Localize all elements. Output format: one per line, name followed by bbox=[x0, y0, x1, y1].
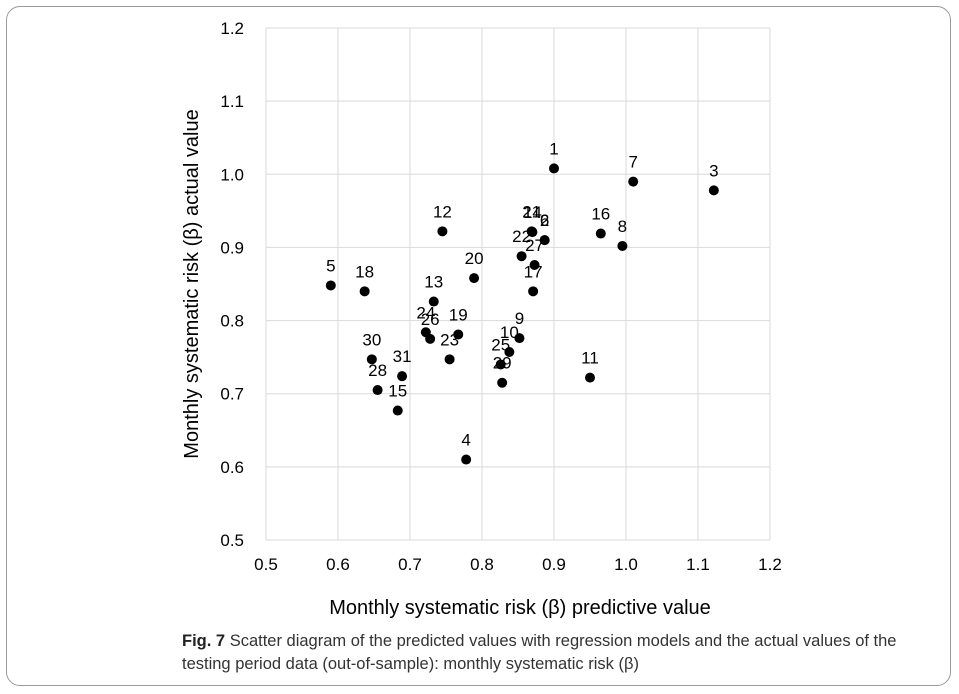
data-point-28 bbox=[372, 385, 383, 396]
data-point-11 bbox=[585, 372, 595, 383]
figure-frame bbox=[6, 6, 951, 686]
data-point-23 bbox=[444, 354, 455, 365]
data-label-20: 20 bbox=[465, 249, 484, 268]
data-point-12 bbox=[437, 226, 448, 237]
y-axis-label: Monthly systematic risk (β) actual value bbox=[181, 109, 203, 458]
data-point-16 bbox=[595, 228, 606, 239]
data-label-11: 11 bbox=[581, 349, 599, 368]
data-label-2: 2 bbox=[540, 211, 549, 230]
data-label-30: 30 bbox=[362, 330, 381, 349]
data-label-15: 15 bbox=[388, 382, 407, 401]
data-point-8 bbox=[617, 240, 628, 251]
data-point-17 bbox=[528, 286, 539, 297]
data-point-13 bbox=[428, 296, 439, 307]
figure-number: Fig. 7 bbox=[182, 632, 226, 650]
y-tick-label: 1.0 bbox=[220, 165, 244, 184]
data-label-25: 25 bbox=[491, 335, 510, 354]
data-point-18 bbox=[359, 286, 370, 297]
data-label-17: 17 bbox=[524, 262, 543, 281]
x-tick-labels: 0.5 0.6 0.7 0.8 0.9 1.0 1.1 1.2 bbox=[254, 555, 782, 574]
point-labels: 1234567891011121314151617181920212223242… bbox=[326, 139, 719, 449]
y-tick-label: 0.5 bbox=[220, 531, 244, 550]
data-points bbox=[325, 163, 719, 465]
data-label-4: 4 bbox=[461, 431, 470, 450]
data-label-24: 24 bbox=[416, 303, 435, 322]
x-tick-label: 0.9 bbox=[542, 555, 566, 574]
scatter-chart: 0.5 0.6 0.7 0.8 0.9 1.0 1.1 1.2 0.5 0.6 0.7 0.8 0.9… bbox=[181, 19, 782, 619]
data-label-12: 12 bbox=[433, 202, 452, 221]
y-tick-label: 0.9 bbox=[220, 238, 244, 257]
data-label-23: 23 bbox=[440, 330, 459, 349]
data-label-31: 31 bbox=[393, 347, 412, 366]
caption-text: Scatter diagram of the predicted values … bbox=[182, 632, 897, 673]
data-label-21: 21 bbox=[522, 202, 541, 221]
data-label-6: 6 bbox=[540, 211, 549, 230]
data-label-9: 9 bbox=[515, 309, 524, 328]
x-tick-label: 1.0 bbox=[614, 555, 638, 574]
data-label-3: 3 bbox=[709, 161, 718, 180]
x-axis-label: Monthly systematic risk (β) predictive v… bbox=[329, 597, 711, 619]
x-tick-label: 0.5 bbox=[254, 555, 278, 574]
x-tick-label: 1.1 bbox=[686, 555, 710, 574]
data-label-16: 16 bbox=[591, 205, 610, 224]
data-point-19 bbox=[453, 329, 464, 340]
data-label-13: 13 bbox=[424, 273, 443, 292]
x-tick-label: 0.7 bbox=[398, 555, 422, 574]
data-label-5: 5 bbox=[326, 256, 335, 275]
data-label-19: 19 bbox=[449, 305, 468, 324]
data-point-25 bbox=[495, 359, 506, 370]
gridlines bbox=[265, 27, 771, 541]
y-tick-label: 0.8 bbox=[220, 312, 244, 331]
figure-caption: Fig. 7 Scatter diagram of the predicted … bbox=[182, 630, 942, 676]
data-point-29 bbox=[497, 377, 508, 388]
data-point-30 bbox=[366, 354, 377, 365]
data-label-27: 27 bbox=[525, 236, 544, 255]
y-tick-labels: 0.5 0.6 0.7 0.8 0.9 1.0 1.1 1.2 bbox=[220, 19, 244, 550]
data-point-6 bbox=[539, 235, 550, 246]
data-label-18: 18 bbox=[355, 262, 374, 281]
data-point-7 bbox=[628, 176, 639, 187]
data-point-9 bbox=[514, 333, 525, 344]
x-tick-label: 0.6 bbox=[326, 555, 350, 574]
data-label-1: 1 bbox=[549, 139, 558, 158]
y-tick-label: 0.6 bbox=[220, 458, 244, 477]
data-point-5 bbox=[325, 280, 336, 291]
data-point-4 bbox=[461, 454, 472, 465]
data-label-14: 14 bbox=[523, 203, 542, 222]
data-label-22: 22 bbox=[512, 227, 531, 246]
y-tick-label: 1.1 bbox=[220, 92, 244, 111]
data-point-21 bbox=[526, 226, 537, 237]
data-point-27 bbox=[529, 259, 540, 270]
data-label-7: 7 bbox=[628, 153, 637, 172]
data-point-10 bbox=[504, 347, 515, 358]
data-point-31 bbox=[397, 371, 408, 382]
data-point-22 bbox=[516, 251, 527, 262]
data-point-1 bbox=[549, 163, 559, 174]
x-tick-label: 1.2 bbox=[758, 555, 782, 574]
data-label-29: 29 bbox=[493, 354, 512, 373]
data-point-3 bbox=[708, 185, 719, 196]
x-tick-label: 0.8 bbox=[470, 555, 494, 574]
data-label-8: 8 bbox=[618, 217, 627, 236]
y-tick-label: 1.2 bbox=[220, 19, 244, 38]
data-label-10: 10 bbox=[500, 323, 519, 342]
data-label-26: 26 bbox=[421, 310, 440, 329]
data-point-20 bbox=[469, 273, 480, 284]
data-label-28: 28 bbox=[368, 361, 387, 380]
y-tick-label: 0.7 bbox=[220, 385, 244, 404]
data-point-26 bbox=[425, 333, 436, 344]
data-point-15 bbox=[392, 405, 403, 416]
